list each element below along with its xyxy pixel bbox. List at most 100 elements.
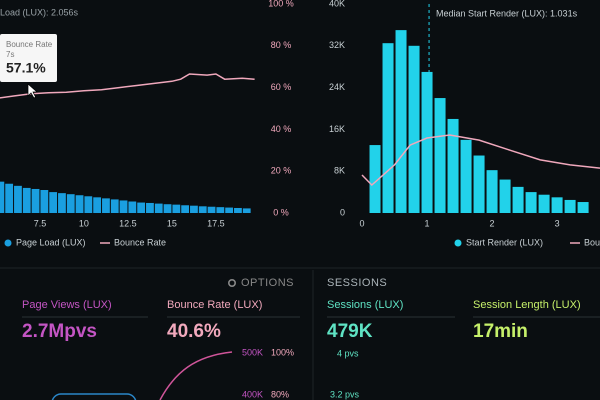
x-tick-label: 10 (79, 218, 89, 228)
bar (577, 202, 589, 213)
y2-tick-label: 80 % (271, 40, 292, 50)
bar (190, 205, 198, 213)
bar (49, 192, 58, 213)
legend-label: Page Load (LUX) (16, 237, 86, 247)
x-tick-label: 7.5 (34, 218, 47, 228)
metric-label: Bounce Rate (LUX) (167, 299, 262, 311)
metric-value: 2.7Mpvs (22, 321, 97, 342)
bar (128, 201, 137, 213)
bar (382, 43, 394, 213)
line (0, 73, 255, 99)
bar (369, 145, 381, 213)
bar (525, 192, 537, 213)
legend-label: Bounce Rate (584, 237, 600, 247)
y-tick-label: 0 (340, 207, 345, 217)
bar (216, 207, 225, 213)
x-tick-label: 1 (425, 218, 430, 228)
mini-axis-label: 4 pvs (337, 348, 359, 358)
metric-label: Sessions (LUX) (327, 299, 403, 311)
bar (146, 202, 154, 213)
bar (564, 199, 576, 213)
bar (421, 71, 433, 213)
bar (198, 206, 207, 213)
metric-label: Session Length (LUX) (473, 299, 581, 311)
metric-value: 40.6% (167, 321, 221, 342)
mini-shape (51, 393, 137, 400)
x-tick-label: 2 (490, 218, 495, 228)
mini-axis-label: 400K (242, 389, 263, 399)
bar (0, 181, 5, 213)
y-tick-label: 32K (329, 40, 345, 50)
tooltip: Bounce Rate 7s 57.1% (0, 34, 57, 99)
bar (137, 202, 146, 213)
mini-axis-label: 500K (242, 347, 263, 357)
bar (163, 204, 172, 213)
bar (207, 206, 216, 213)
mini-axis-label: 3.2 pvs (330, 389, 360, 399)
bar (75, 195, 84, 213)
x-tick-label: 0 (360, 218, 365, 228)
mini-axis-label: 80% (271, 389, 289, 399)
legend-label: Bounce Rate (114, 237, 166, 247)
x-tick-label: 15 (167, 218, 177, 228)
bar (84, 196, 93, 213)
y-tick-label: 40K (329, 0, 345, 8)
metric-value: 479K (327, 321, 373, 342)
cursor (27, 83, 38, 99)
section-header: SESSIONS (327, 277, 387, 289)
legend-marker (4, 239, 12, 247)
y2-tick-label: 40 % (271, 124, 292, 134)
bar (447, 118, 459, 213)
bar (172, 204, 181, 213)
bar (395, 30, 407, 213)
bar (512, 186, 524, 213)
y2-tick-label: 0 % (273, 207, 289, 217)
bar (58, 193, 66, 213)
metric-label: Page Views (LUX) (22, 299, 112, 311)
bar (181, 205, 190, 213)
y-tick-label: 16K (329, 124, 345, 134)
mini-axis-label: 100% (271, 347, 294, 357)
bar (434, 98, 446, 213)
y2-tick-label: 20 % (271, 166, 292, 176)
mini-line (159, 351, 233, 400)
bar (93, 197, 102, 213)
tooltip-box (0, 34, 57, 82)
chart-title: Load (LUX): 2.056s (0, 7, 79, 17)
bar (234, 207, 242, 213)
y-tick-label: 24K (329, 82, 345, 92)
bar (31, 188, 40, 213)
options-button[interactable]: OPTIONS (241, 277, 294, 289)
bar (110, 199, 119, 213)
gear-icon[interactable] (228, 278, 237, 287)
tooltip-subtitle: 7s (6, 50, 14, 59)
bar (40, 190, 49, 213)
line (361, 134, 600, 187)
bar (119, 200, 128, 213)
tooltip-value: 57.1% (6, 60, 46, 76)
bar (551, 197, 563, 213)
chart-title: Median Start Render (LUX): 1.031s (436, 8, 578, 18)
bar (460, 139, 472, 213)
x-tick-label: 3 (555, 218, 560, 228)
bar (486, 170, 498, 213)
metric-value: 17min (473, 321, 528, 342)
bar (473, 155, 485, 213)
x-tick-label: 17.5 (207, 218, 225, 228)
bar (154, 203, 163, 213)
x-tick-label: 12.5 (119, 218, 137, 228)
tooltip-title: Bounce Rate (6, 40, 53, 49)
y-tick-label: 8K (334, 166, 345, 176)
metrics: Page Views (LUX) 2.7Mpvs Bounce Rate (LU… (22, 299, 600, 342)
bar (242, 208, 251, 213)
y2-tick-label: 100 % (268, 0, 294, 8)
bar (499, 179, 511, 213)
bar (22, 187, 31, 213)
bar (408, 45, 420, 213)
bar (538, 194, 550, 213)
legend-label: Start Render (LUX) (466, 237, 543, 247)
bar (102, 198, 110, 213)
bar (66, 194, 75, 213)
